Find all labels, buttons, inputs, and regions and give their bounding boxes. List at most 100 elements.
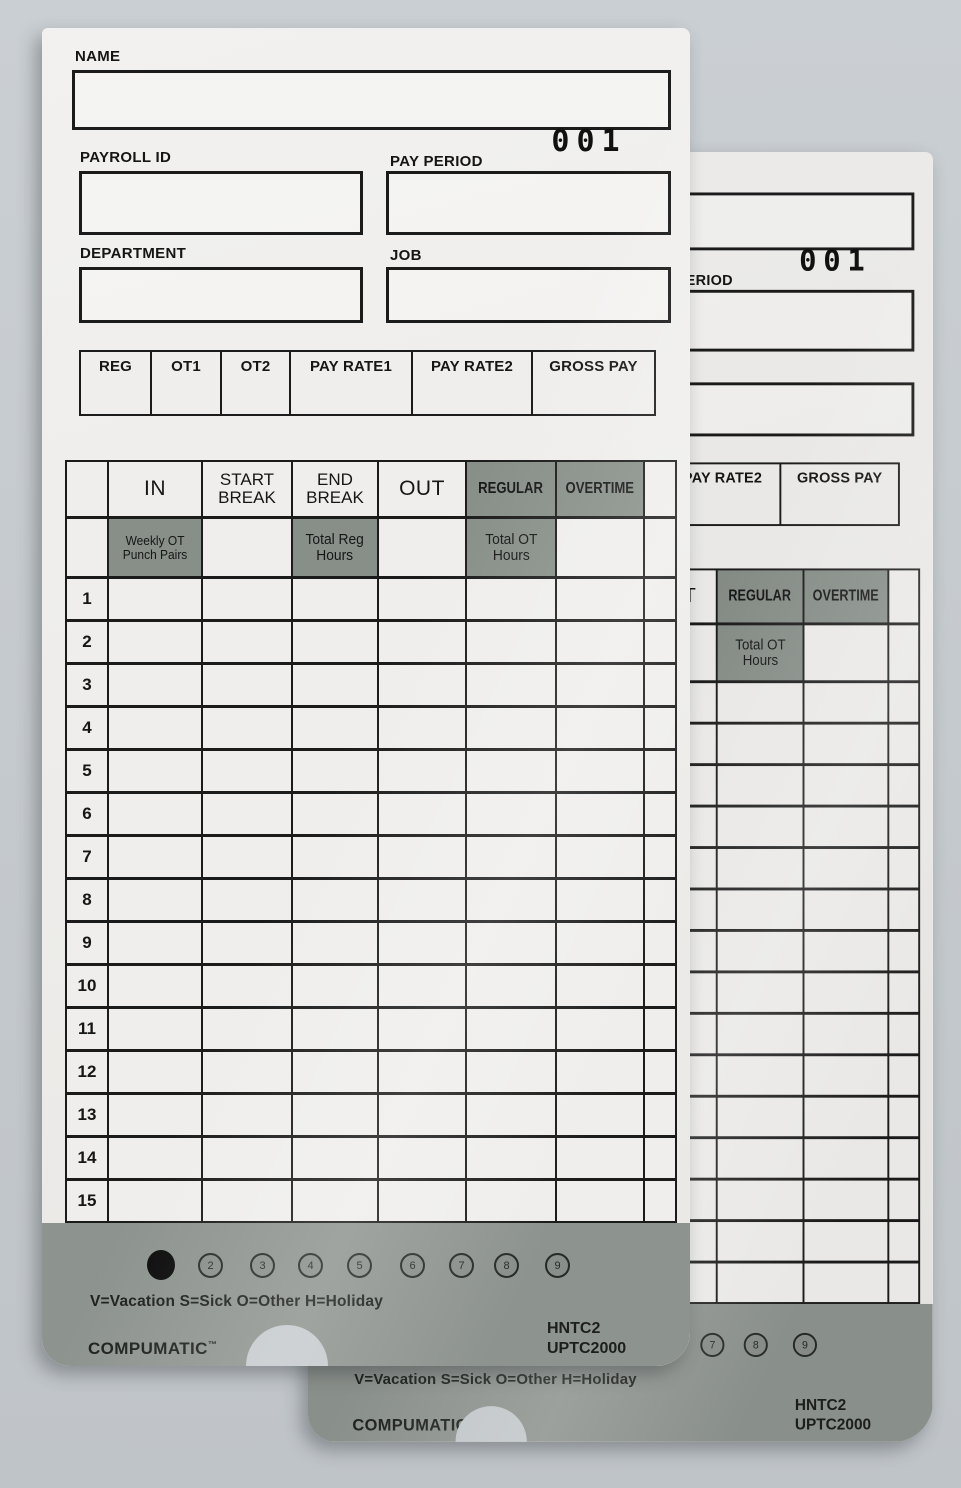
brand-name: COMPUMATIC™ [88, 1339, 217, 1359]
punch-data-cell [717, 1014, 803, 1054]
punch-data-cell [203, 837, 291, 877]
punch-data-cell [717, 931, 803, 971]
column-header-overtime: OVERTIME [804, 570, 888, 623]
punch-data-cell [717, 1180, 803, 1220]
punch-hole-4: 4 [298, 1253, 323, 1278]
punch-data-cell [379, 794, 465, 834]
punch-data-cell [203, 751, 291, 791]
punch-data-cell [109, 622, 201, 662]
column-header-overtime-text: OVERTIME [812, 587, 879, 605]
punch-data-cell [203, 1009, 291, 1049]
punch-data-cell [557, 837, 643, 877]
punch-data-cell [557, 622, 643, 662]
row-number: 11 [67, 1009, 107, 1049]
punch-data-cell [557, 1052, 643, 1092]
punch-data-cell [109, 751, 201, 791]
department-field [79, 267, 363, 323]
punch-data-cell [109, 966, 201, 1006]
punch-data-cell [717, 890, 803, 929]
punch-data-cell [203, 966, 291, 1006]
column-header-regular: REGULAR [467, 462, 555, 516]
punch-hole-7: 7 [449, 1253, 474, 1278]
punch-data-cell [717, 973, 803, 1012]
punch-table: IN START BREAK END BREAK OUT REGULAR OVE… [65, 460, 677, 1223]
column-header-overtime: OVERTIME [557, 462, 643, 516]
punch-data-cell [467, 794, 555, 834]
punch-data-cell [557, 1009, 643, 1049]
subheader-total-ot-hours: Total OT Hours [467, 519, 555, 576]
punch-data-cell [467, 622, 555, 662]
punch-data-cell [717, 848, 803, 888]
punch-data-cell [467, 1138, 555, 1178]
model-line1: HNTC2 [794, 1397, 847, 1414]
summary-cell-payrate2: PAY RATE2 [413, 352, 531, 414]
summary-cell-payrate1: PAY RATE1 [291, 352, 411, 414]
punch-data-cell [645, 622, 675, 662]
punch-hole-6: 6 [400, 1253, 425, 1278]
column-header-overtime-text: OVERTIME [565, 480, 635, 497]
punch-data-cell [379, 837, 465, 877]
punch-data-cell [379, 1095, 465, 1135]
punch-data-cell [717, 1139, 803, 1178]
punch-hole-2: 2 [198, 1253, 223, 1278]
punch-data-cell [467, 966, 555, 1006]
punch-data-cell [293, 1095, 377, 1135]
punch-data-cell [557, 794, 643, 834]
punch-data-cell [557, 579, 643, 619]
bottom-notch [455, 1406, 527, 1442]
job-field [386, 267, 671, 323]
department-label: DEPARTMENT [80, 245, 187, 262]
punch-data-cell [645, 794, 675, 834]
punch-data-cell [645, 1009, 675, 1049]
punch-data-cell [293, 880, 377, 920]
punch-hole-8: 8 [494, 1253, 519, 1278]
name-label: NAME [75, 48, 121, 65]
subheader-total-reg-hours: Total Reg Hours [293, 519, 377, 576]
punch-data-cell [467, 579, 555, 619]
punch-data-cell [804, 973, 888, 1012]
card-number: 001 [551, 124, 627, 159]
punch-data-cell [109, 1052, 201, 1092]
punch-data-cell [889, 807, 919, 847]
subheader-total-ot-hours: Total OT Hours [717, 625, 803, 681]
payroll-id-field [79, 171, 363, 235]
payroll-id-label: PAYROLL ID [80, 149, 172, 166]
subheader-cell [203, 519, 291, 576]
model-numbers: HNTC2 UPTC2000 [795, 1397, 871, 1436]
punch-data-cell [557, 923, 643, 963]
punch-data-cell [717, 1263, 803, 1303]
row-number: 1 [67, 579, 107, 619]
row-number: 10 [67, 966, 107, 1006]
row-number: 6 [67, 794, 107, 834]
punch-data-cell [645, 1181, 675, 1221]
punch-data-cell [467, 1181, 555, 1221]
punch-data-cell [203, 880, 291, 920]
punch-hole-1-punched [147, 1250, 175, 1280]
punch-data-cell [379, 1181, 465, 1221]
punch-hole-7: 7 [700, 1332, 725, 1357]
punch-data-cell [645, 1095, 675, 1135]
row-number: 5 [67, 751, 107, 791]
punch-data-cell [645, 966, 675, 1006]
punch-data-cell [717, 807, 803, 847]
punch-data-cell [203, 665, 291, 705]
punch-data-cell [109, 1181, 201, 1221]
punch-data-cell [293, 923, 377, 963]
punch-hole-8: 8 [743, 1332, 768, 1357]
punch-data-cell [804, 807, 888, 847]
punch-data-cell [293, 708, 377, 748]
row-number: 3 [67, 665, 107, 705]
punch-data-cell [203, 794, 291, 834]
punch-data-cell [467, 1009, 555, 1049]
model-line1: HNTC2 [547, 1320, 601, 1337]
punch-data-cell [293, 794, 377, 834]
summary-cell-grosspay: GROSS PAY [781, 464, 898, 525]
punch-data-cell [109, 837, 201, 877]
row-number: 13 [67, 1095, 107, 1135]
summary-cell-reg: REG [81, 352, 150, 414]
punch-data-cell [645, 837, 675, 877]
subheader-cell [889, 625, 919, 681]
punch-data-cell [109, 708, 201, 748]
punch-data-cell [379, 622, 465, 662]
punch-data-cell [557, 665, 643, 705]
